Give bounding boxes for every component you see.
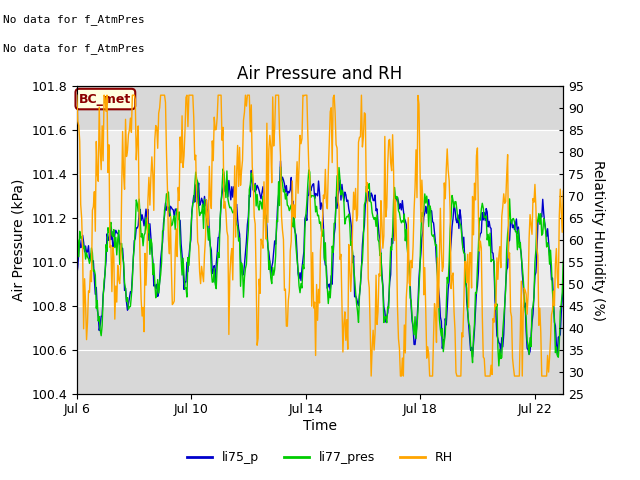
X-axis label: Time: Time [303, 419, 337, 433]
Legend: li75_p, li77_pres, RH: li75_p, li77_pres, RH [182, 446, 458, 469]
Text: No data for f_AtmPres: No data for f_AtmPres [3, 43, 145, 54]
Bar [77, 130, 563, 306]
Text: BC_met: BC_met [79, 93, 131, 106]
Title: Air Pressure and RH: Air Pressure and RH [237, 65, 403, 84]
Text: No data for f_AtmPres: No data for f_AtmPres [3, 14, 145, 25]
Y-axis label: Air Pressure (kPa): Air Pressure (kPa) [12, 179, 26, 301]
Y-axis label: Relativity Humidity (%): Relativity Humidity (%) [591, 159, 605, 321]
